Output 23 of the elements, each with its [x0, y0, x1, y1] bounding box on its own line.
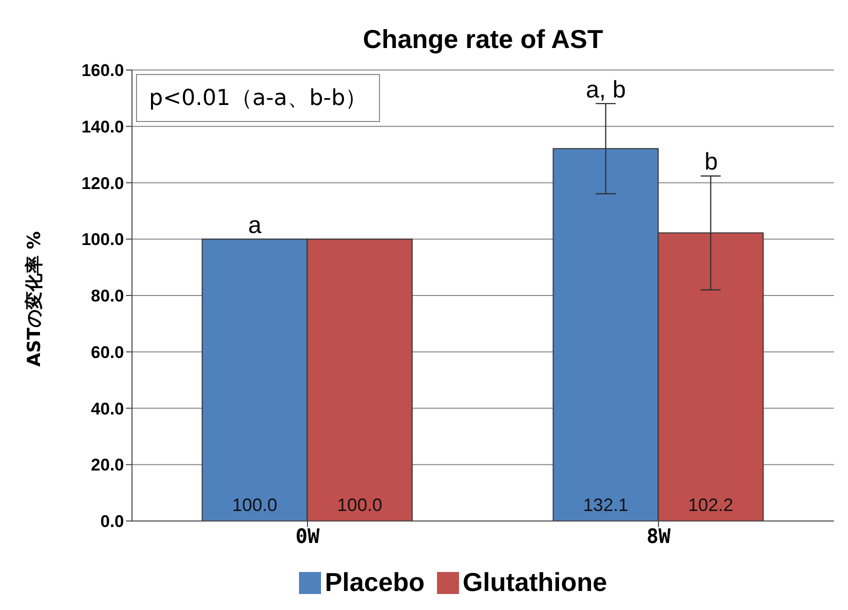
- y-tick-label: 60.0: [90, 342, 124, 362]
- y-tick-label: 100.0: [81, 230, 124, 250]
- y-tick-label: 20.0: [90, 456, 124, 475]
- y-axis-title: ASTの変化率 %: [24, 231, 45, 367]
- annotation: a, b: [586, 76, 626, 104]
- y-tick-label: 80.0: [90, 286, 124, 306]
- y-tick-label: 140.0: [81, 117, 124, 136]
- x-tick-label: 0W: [295, 524, 320, 548]
- data-label: 132.1: [583, 495, 628, 515]
- y-tick-label: 40.0: [90, 399, 124, 418]
- annotation: a: [248, 212, 262, 240]
- x-tick-label: 8W: [646, 524, 672, 548]
- data-label: 102.2: [688, 495, 734, 515]
- legend-label: Placebo: [324, 567, 425, 598]
- y-tick-label: 0.0: [100, 512, 124, 532]
- annotation: b: [704, 148, 718, 176]
- legend-label: Glutathione: [462, 567, 608, 598]
- y-tick-label: 160.0: [81, 61, 124, 80]
- note-box: p<0.01（a-a、b-b）: [136, 74, 380, 122]
- chart-title: Change rate of AST: [362, 24, 604, 54]
- data-label: 100.0: [232, 495, 278, 515]
- data-label: 100.0: [337, 495, 382, 515]
- y-tick-label: 120.0: [81, 174, 124, 193]
